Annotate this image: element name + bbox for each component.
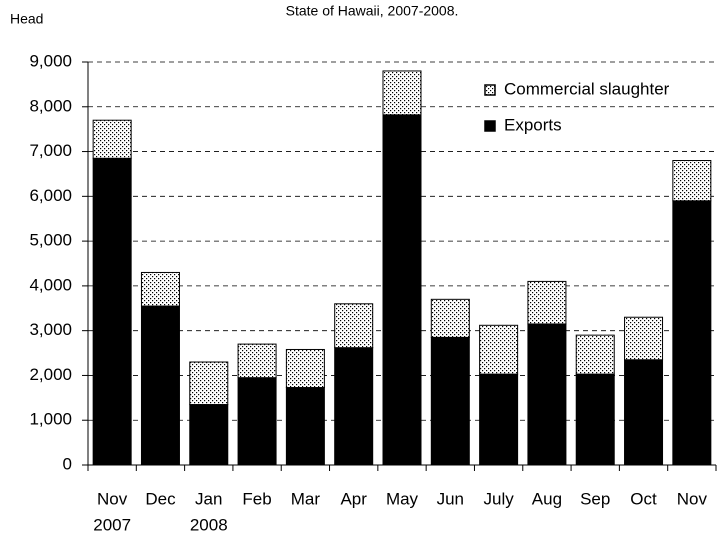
bar-segment — [527, 323, 567, 466]
x-tick-label: Feb — [242, 489, 271, 508]
y-tick-label: 1,000 — [29, 410, 72, 429]
x-tick-label: Oct — [630, 489, 657, 508]
bar-segment — [189, 404, 229, 466]
x-tick-label: Apr — [340, 489, 367, 508]
bar-segment — [237, 343, 277, 379]
bar-segment — [189, 361, 229, 406]
bar-segment — [575, 373, 615, 466]
x-tick-label: Jan — [195, 489, 222, 508]
bar-segment — [334, 347, 374, 466]
x-tick-label: Dec — [145, 489, 176, 508]
bar-segment — [92, 119, 132, 159]
bar-segment — [430, 336, 470, 466]
x-tick-label: Nov — [97, 489, 128, 508]
x-tick-label: Jun — [437, 489, 464, 508]
legend-swatch — [484, 84, 496, 96]
x-tick-label: Aug — [532, 489, 562, 508]
legend-label: Exports — [504, 115, 562, 134]
y-tick-label: 6,000 — [29, 186, 72, 205]
chart-title: State of Hawaii, 2007-2008. — [286, 3, 459, 19]
y-tick-label: 9,000 — [29, 51, 72, 70]
bar-segment — [672, 200, 712, 466]
bar-segment — [479, 324, 519, 375]
bar-segment — [382, 114, 422, 466]
y-axis-label: Head — [10, 11, 43, 27]
y-tick-label: 0 — [63, 454, 72, 473]
legend-label: Commercial slaughter — [504, 79, 670, 98]
bar-segment — [624, 316, 664, 361]
bar-segment — [334, 303, 374, 349]
bar-segment — [285, 387, 325, 466]
bar-segment — [527, 280, 567, 325]
bar-segment — [237, 377, 277, 466]
bar-segment — [140, 271, 180, 307]
bar-segment — [672, 160, 712, 202]
legend-swatch — [484, 120, 496, 132]
y-tick-label: 3,000 — [29, 320, 72, 339]
bar-segment — [92, 157, 132, 466]
x-tick-label: Nov — [677, 489, 708, 508]
bar-segment — [285, 348, 325, 389]
x-tick-year: 2008 — [190, 515, 228, 533]
bar-segment — [382, 70, 422, 116]
y-tick-label: 2,000 — [29, 365, 72, 384]
bar-segment — [140, 305, 180, 466]
x-tick-year: 2007 — [93, 515, 131, 533]
bar-segment — [430, 298, 470, 338]
x-tick-label: May — [386, 489, 419, 508]
bar-segment — [624, 359, 664, 466]
y-tick-label: 7,000 — [29, 141, 72, 160]
y-tick-label: 4,000 — [29, 275, 72, 294]
y-tick-label: 5,000 — [29, 231, 72, 250]
x-tick-label: July — [483, 489, 514, 508]
bar-segment — [575, 334, 615, 375]
y-tick-label: 8,000 — [29, 96, 72, 115]
bar-segment — [479, 373, 519, 466]
x-tick-label: Mar — [291, 489, 321, 508]
x-tick-label: Sep — [580, 489, 610, 508]
